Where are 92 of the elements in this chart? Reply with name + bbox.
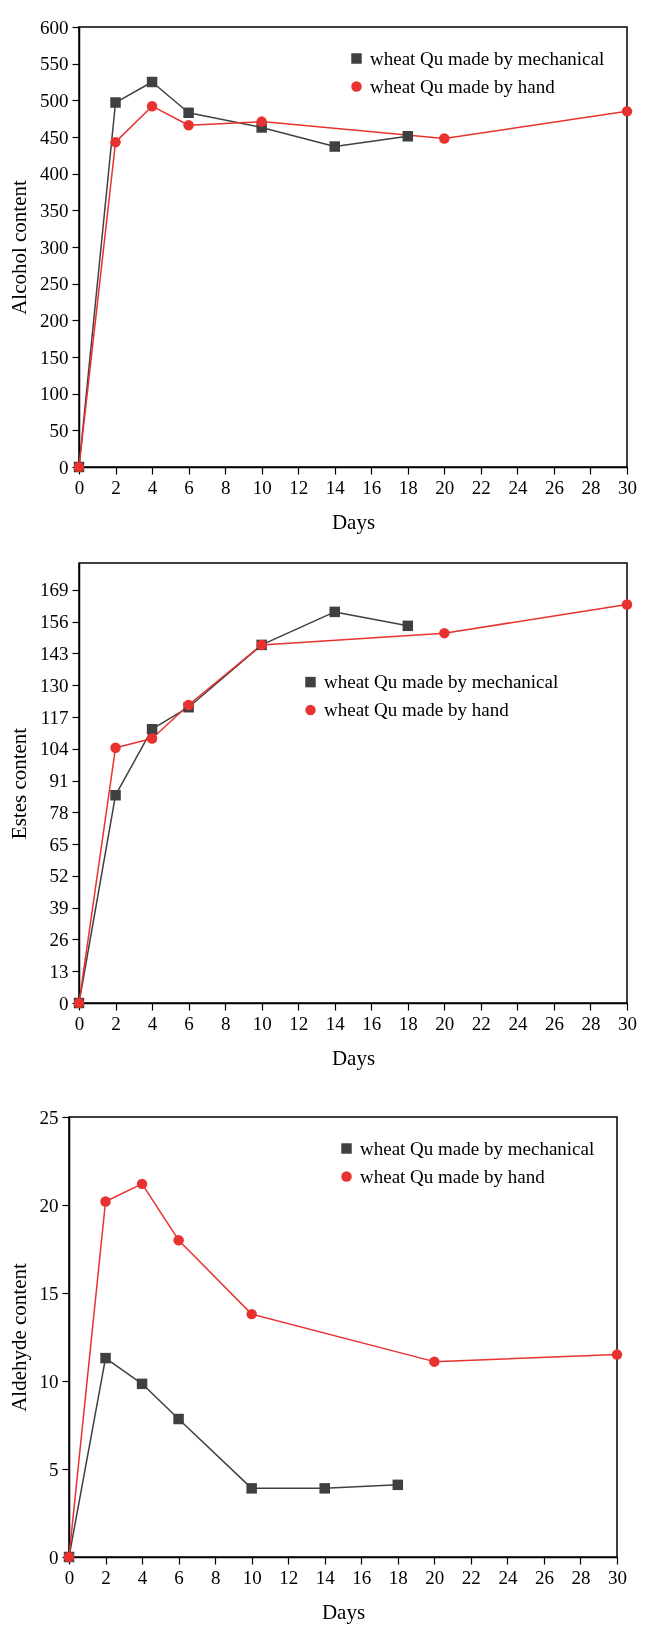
legend-label: wheat Qu made by hand [324,699,510,721]
y-tick-label: 0 [59,992,69,1014]
x-axis-title: Days [331,1045,376,1070]
x-tick-label: 4 [137,1566,148,1588]
y-tick-label: 26 [49,928,69,950]
x-tick-label: 26 [544,1012,564,1034]
y-tick-label: 20 [39,1194,59,1216]
y-tick-label: 250 [40,273,69,295]
x-tick-label: 6 [174,1566,184,1588]
y-axis-title: Estes content [7,727,31,840]
x-tick-label: 16 [362,476,382,498]
x-tick-label: 12 [289,476,309,498]
x-tick-label: 30 [618,1012,637,1034]
x-tick-label: 4 [147,476,158,498]
y-tick-label: 500 [40,89,69,111]
x-axis-title: Days [321,1599,366,1624]
x-tick-label: 8 [220,476,231,498]
x-tick-label: 24 [508,476,528,498]
y-tick-label: 5 [49,1458,59,1480]
x-tick-label: 26 [534,1566,554,1588]
y-tick-label: 169 [40,579,69,601]
y-tick-label: 25 [39,1106,59,1128]
x-tick-label: 26 [544,476,564,498]
y-tick-label: 156 [40,611,69,633]
x-tick-label: 12 [289,1012,309,1034]
x-tick-label: 28 [571,1566,591,1588]
y-tick-label: 52 [49,865,69,887]
y-tick-label: 104 [40,738,69,760]
y-tick-label: 13 [49,960,69,982]
x-tick-label: 18 [398,1012,418,1034]
y-tick-label: 150 [40,346,69,368]
legend-label: wheat Qu made by mechanical [360,1137,595,1159]
x-tick-label: 28 [581,476,601,498]
x-tick-label: 0 [74,1012,85,1034]
x-tick-label: 24 [508,1012,528,1034]
y-tick-label: 600 [40,16,69,38]
x-tick-label: 22 [461,1566,481,1588]
legend-label: wheat Qu made by hand [360,1165,546,1187]
y-tick-label: 78 [49,801,69,823]
y-tick-label: 450 [40,126,69,148]
legend-label: wheat Qu made by hand [370,75,556,97]
x-tick-label: 20 [425,1566,445,1588]
x-tick-label: 14 [325,476,346,498]
x-tick-label: 14 [325,1012,346,1034]
y-tick-label: 350 [40,199,69,221]
x-tick-label: 24 [498,1566,518,1588]
y-tick-label: 0 [49,1546,59,1568]
y-axis-title: Alcohol content [7,179,31,315]
x-tick-label: 22 [471,476,491,498]
x-tick-label: 2 [101,1566,111,1588]
y-tick-label: 39 [49,897,69,919]
y-tick-label: 400 [40,163,69,185]
x-tick-label: 6 [184,476,194,498]
y-tick-label: 130 [40,674,69,696]
x-tick-label: 8 [210,1566,221,1588]
y-tick-label: 0 [59,456,69,478]
x-tick-label: 14 [315,1566,336,1588]
x-tick-label: 22 [471,1012,491,1034]
x-tick-label: 0 [74,476,85,498]
x-tick-label: 20 [435,1012,455,1034]
x-tick-label: 10 [242,1566,262,1588]
x-tick-label: 16 [362,1012,382,1034]
x-tick-label: 30 [618,476,637,498]
y-tick-label: 15 [39,1282,59,1304]
x-axis-title: Days [331,509,376,534]
x-tick-label: 16 [352,1566,372,1588]
y-tick-label: 117 [40,706,69,728]
x-tick-label: 18 [398,476,418,498]
y-tick-label: 50 [49,419,69,441]
x-tick-label: 6 [184,1012,194,1034]
x-tick-label: 30 [608,1566,627,1588]
y-tick-label: 550 [40,53,69,75]
x-tick-label: 8 [220,1012,231,1034]
x-tick-label: 2 [111,476,121,498]
y-tick-label: 300 [40,236,69,258]
x-tick-label: 28 [581,1012,601,1034]
x-tick-label: 4 [147,1012,158,1034]
x-tick-label: 18 [388,1566,408,1588]
x-tick-label: 2 [111,1012,121,1034]
y-tick-label: 91 [49,770,69,792]
x-tick-label: 10 [252,476,272,498]
y-tick-label: 143 [40,642,69,664]
y-tick-label: 100 [40,383,69,405]
x-tick-label: 20 [435,476,455,498]
x-tick-label: 10 [252,1012,272,1034]
y-tick-label: 10 [39,1370,59,1392]
legend-label: wheat Qu made by mechanical [324,671,559,693]
x-tick-label: 12 [279,1566,299,1588]
y-axis-title: Aldehyde content [6,1262,31,1412]
y-tick-label: 200 [40,309,69,331]
legend-label: wheat Qu made by mechanical [370,47,605,69]
y-tick-label: 65 [49,833,69,855]
